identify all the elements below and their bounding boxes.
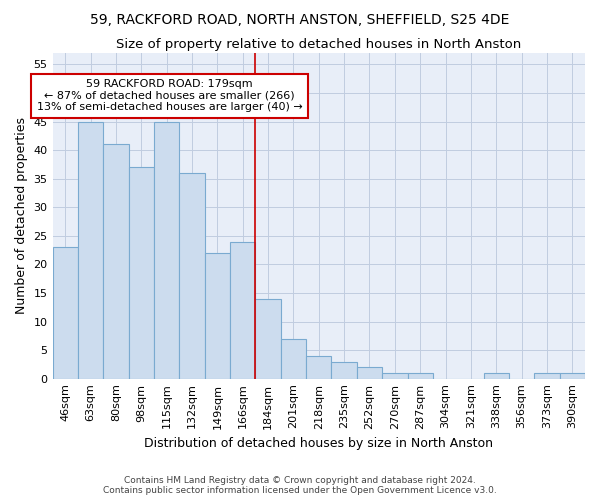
Bar — [382, 373, 407, 378]
Y-axis label: Number of detached properties: Number of detached properties — [15, 118, 28, 314]
Bar — [407, 373, 433, 378]
Bar — [281, 338, 306, 378]
Bar — [306, 356, 331, 378]
Bar — [78, 122, 103, 378]
Bar — [331, 362, 357, 378]
Bar — [357, 368, 382, 378]
Bar — [128, 168, 154, 378]
X-axis label: Distribution of detached houses by size in North Anston: Distribution of detached houses by size … — [144, 437, 493, 450]
Text: Contains HM Land Registry data © Crown copyright and database right 2024.
Contai: Contains HM Land Registry data © Crown c… — [103, 476, 497, 495]
Title: Size of property relative to detached houses in North Anston: Size of property relative to detached ho… — [116, 38, 521, 51]
Bar — [256, 298, 281, 378]
Bar — [484, 373, 509, 378]
Text: 59, RACKFORD ROAD, NORTH ANSTON, SHEFFIELD, S25 4DE: 59, RACKFORD ROAD, NORTH ANSTON, SHEFFIE… — [91, 12, 509, 26]
Bar — [560, 373, 585, 378]
Bar — [179, 173, 205, 378]
Bar — [230, 242, 256, 378]
Bar — [53, 248, 78, 378]
Bar — [205, 253, 230, 378]
Bar — [154, 122, 179, 378]
Bar — [103, 144, 128, 378]
Bar — [534, 373, 560, 378]
Text: 59 RACKFORD ROAD: 179sqm
← 87% of detached houses are smaller (266)
13% of semi-: 59 RACKFORD ROAD: 179sqm ← 87% of detach… — [37, 79, 302, 112]
